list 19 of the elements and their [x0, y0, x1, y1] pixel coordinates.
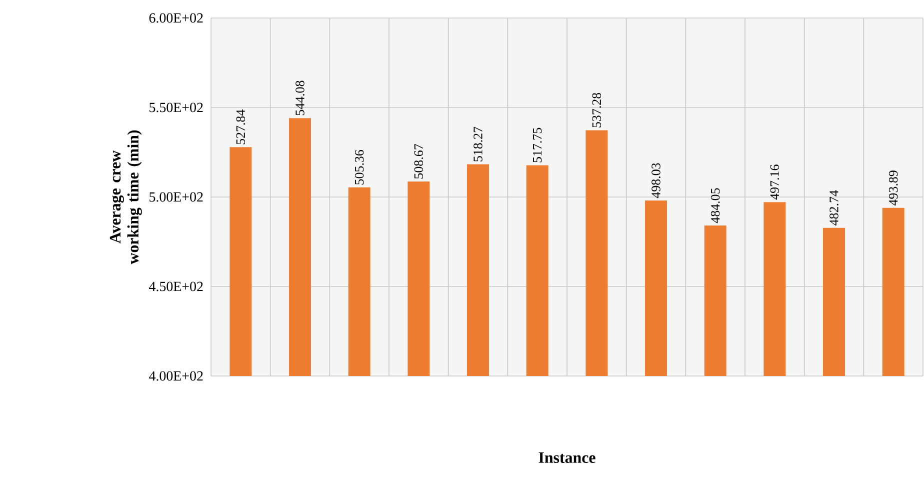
data-label: 517.75 [532, 128, 542, 162]
y-tick-label: 4.50E+02 [149, 282, 203, 292]
data-label: 482.74 [830, 190, 838, 226]
y-tick-label: 5.50E+02 [150, 102, 203, 112]
data-label: 544.08 [296, 80, 304, 116]
data-label: 498.03 [652, 163, 660, 198]
y-tick-label: 6.00E+02 [149, 13, 203, 23]
data-label: 518.27 [474, 126, 482, 162]
y-tick-label: 4.00E+02 [149, 371, 203, 381]
y-axis-title: Average crew working time (min) [110, 130, 142, 264]
x-axis-title: Instance [538, 452, 596, 463]
data-label: 508.67 [414, 144, 424, 179]
y-tick-label: 5.00E+02 [150, 192, 203, 202]
data-label: 527.84 [236, 110, 246, 144]
data-label: 505.36 [354, 150, 364, 184]
data-label: 493.89 [888, 170, 898, 206]
data-label: 537.28 [592, 92, 602, 128]
data-label: 484.05 [710, 188, 720, 224]
data-label: 497.16 [770, 164, 780, 200]
